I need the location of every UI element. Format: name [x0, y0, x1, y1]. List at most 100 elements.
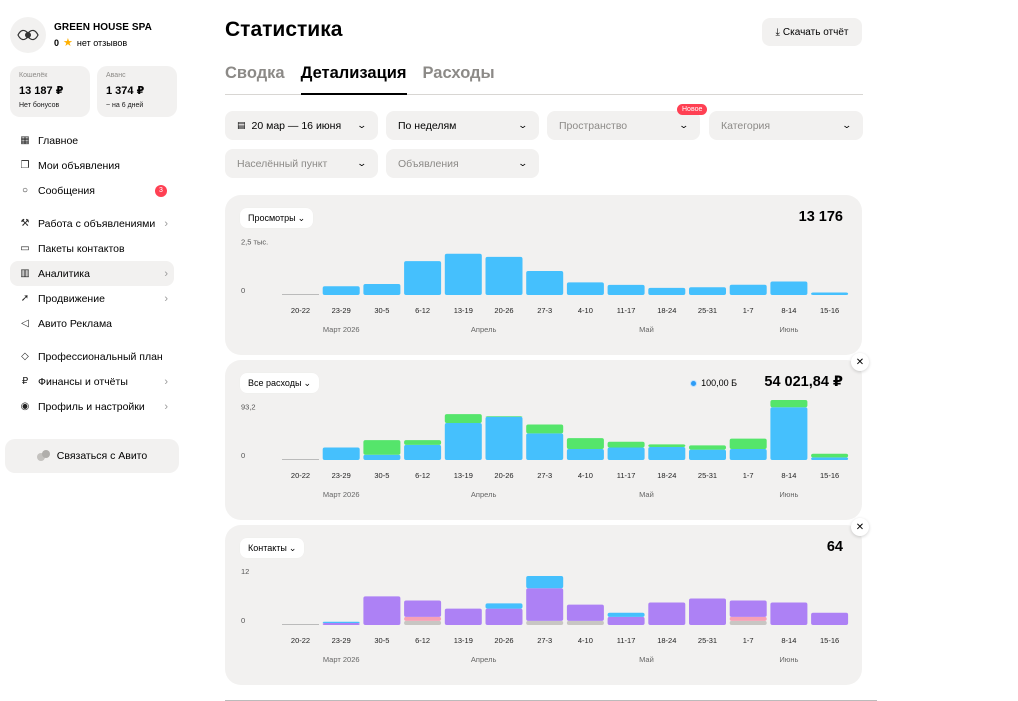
expenses-metric-select[interactable]: Все расходы ⌄	[240, 373, 319, 393]
bar	[566, 620, 604, 625]
shop-logo	[10, 17, 46, 53]
bar	[444, 253, 482, 295]
x-tick-label: 20-22	[291, 306, 310, 315]
bar	[648, 287, 686, 295]
bar	[526, 433, 564, 460]
chart-icon: ▥	[20, 268, 30, 279]
x-tick-label: 23-29	[332, 471, 351, 480]
space-select[interactable]: Пространство ⌄	[547, 111, 700, 140]
close-icon[interactable]: ✕	[851, 518, 869, 536]
sidebar-item-analytics[interactable]: ▥ Аналитика ›	[10, 261, 174, 286]
bar	[363, 283, 401, 295]
y-tick-label: 93,2	[241, 402, 256, 411]
period-select[interactable]: ▤ 20 мар — 16 июня ⌄	[225, 111, 378, 140]
wallet-note: Нет бонусов	[19, 102, 60, 109]
x-tick-label: 4-10	[578, 306, 593, 315]
ads-select[interactable]: Объявления ⌄	[386, 149, 539, 178]
city-placeholder: Населённый пункт	[237, 157, 328, 170]
bar	[404, 616, 442, 621]
bar	[811, 612, 849, 625]
x-tick-label: 8-14	[781, 471, 796, 480]
x-tick-label: 23-29	[332, 306, 351, 315]
views-chart: 2,5 тыс. 0 20-22 23-29 30-5 6-12 13-19 20-26 27-…	[241, 238, 849, 334]
bar	[729, 620, 767, 625]
sidebar-item-my-ads[interactable]: ❐ Мои объявления	[10, 153, 174, 178]
bar	[485, 603, 523, 609]
views-total: 13 176	[798, 209, 843, 225]
chat-icon: ○	[21, 185, 29, 196]
city-select[interactable]: Населённый пункт ⌄	[225, 149, 378, 178]
sidebar-item-profile[interactable]: ◉ Профиль и настройки ›	[10, 394, 174, 419]
close-icon[interactable]: ✕	[851, 353, 869, 371]
bar	[729, 284, 767, 295]
chevron-right-icon: ›	[164, 400, 168, 413]
y-tick-label: 12	[241, 567, 249, 576]
sidebar-item-label: Профессиональный план	[38, 350, 163, 363]
advance-value: 1 374 ₽	[106, 85, 145, 97]
sidebar-item-label: Работа с объявлениями	[38, 217, 156, 230]
x-tick-label: 6-12	[415, 306, 430, 315]
chevron-down-icon: ⌄	[288, 542, 297, 553]
month-label: Март 2026	[323, 655, 360, 664]
download-icon: ⤓	[775, 26, 780, 38]
bonus-amount: 100,00 Б	[690, 378, 737, 388]
bar	[648, 446, 686, 460]
sidebar-item-pro-plan[interactable]: ◇ Профессиональный план	[10, 344, 174, 369]
month-label: Апрель	[471, 325, 497, 334]
bar	[811, 457, 849, 460]
contact-avito-button[interactable]: Связаться с Авито	[5, 439, 179, 473]
bar	[770, 281, 808, 295]
tab-details[interactable]: Детализация	[300, 62, 407, 95]
x-tick-label: 20-26	[494, 471, 513, 480]
bar	[526, 576, 564, 589]
x-tick-label: 15-16	[820, 471, 839, 480]
copy-icon: ❐	[20, 160, 30, 171]
sidebar-item-ad-work[interactable]: ⚒ Работа с объявлениями ›	[10, 211, 174, 236]
bar	[363, 596, 401, 625]
category-placeholder: Категория	[721, 119, 771, 132]
sidebar-item-label: Пакеты контактов	[38, 242, 125, 255]
sidebar-item-label: Профиль и настройки	[38, 400, 145, 413]
grouping-select[interactable]: По неделям ⌄	[386, 111, 539, 140]
x-tick-label: 6-12	[415, 636, 430, 645]
calendar-icon: ▤	[237, 120, 246, 130]
bar	[363, 454, 401, 460]
advance-label: Аванс	[106, 72, 126, 79]
month-label: Март 2026	[323, 325, 360, 334]
x-tick-label: 8-14	[781, 636, 796, 645]
wallet-value: 13 187 ₽	[19, 85, 64, 97]
wallet-card[interactable]: Кошелёк 13 187 ₽ Нет бонусов	[10, 66, 90, 117]
sidebar-item-contact-packages[interactable]: ▭ Пакеты контактов	[10, 236, 174, 261]
x-tick-label: 13-19	[454, 636, 473, 645]
bar	[607, 441, 645, 448]
bar	[689, 449, 726, 460]
bar	[607, 612, 645, 617]
sidebar-item-finance[interactable]: ₽ Финансы и отчёты ›	[10, 369, 174, 394]
tab-summary[interactable]: Сводка	[225, 64, 285, 82]
month-label: Май	[639, 325, 654, 334]
tab-expenses[interactable]: Расходы	[422, 64, 495, 82]
y-tick-label: 2,5 тыс.	[241, 238, 268, 247]
sidebar-item-label: Финансы и отчёты	[38, 375, 128, 388]
x-tick-label: 11-17	[617, 471, 636, 480]
bar	[322, 286, 360, 295]
category-select[interactable]: Категория ⌄	[709, 111, 863, 140]
rocket-icon: ➚	[20, 293, 30, 304]
bar	[689, 598, 726, 625]
sidebar-item-avito-ads[interactable]: ◁ Авито Реклама	[10, 311, 174, 336]
sidebar-item-label: Продвижение	[38, 292, 105, 305]
sidebar-item-promotion[interactable]: ➚ Продвижение ›	[10, 286, 174, 311]
sidebar-item-messages[interactable]: ○ Сообщения 3	[10, 178, 174, 203]
x-tick-label: 15-16	[820, 306, 839, 315]
views-metric-select[interactable]: Просмотры ⌄	[240, 208, 314, 228]
month-label: Март 2026	[323, 490, 360, 499]
bar	[566, 604, 604, 621]
download-report-button[interactable]: ⤓ Скачать отчёт	[762, 18, 862, 46]
chevron-down-icon: ⌄	[841, 120, 853, 130]
shop-header[interactable]: GREEN HOUSE SPA 0 ★ нет отзывов	[10, 17, 152, 53]
sidebar-item-main[interactable]: ▦ Главное	[10, 128, 174, 153]
bar	[811, 292, 849, 295]
megaphone-icon: ◁	[21, 318, 29, 329]
contacts-metric-select[interactable]: Контакты ⌄	[240, 538, 305, 558]
advance-card[interactable]: Аванс 1 374 ₽ ~ на 6 дней	[97, 66, 177, 117]
